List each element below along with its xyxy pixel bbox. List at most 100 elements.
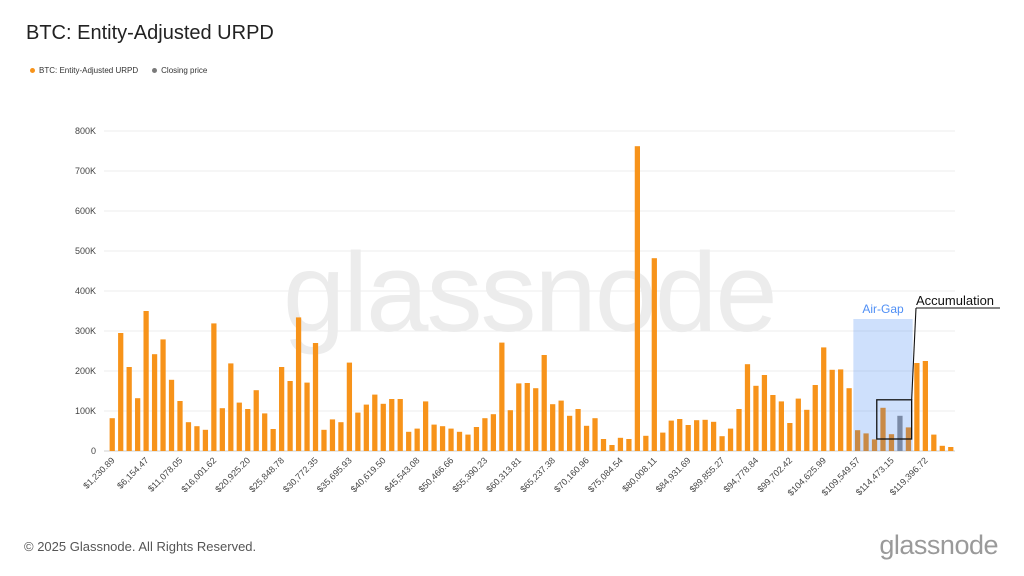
accumulation-label: Accumulation: [916, 293, 994, 308]
x-tick-label: $89,855.27: [688, 455, 727, 494]
bar: [245, 409, 251, 451]
chart-legend: BTC: Entity-Adjusted URPD Closing price: [30, 66, 207, 75]
x-tick-label: $16,001.62: [179, 455, 218, 494]
legend-item-closing-price[interactable]: Closing price: [152, 66, 207, 75]
bar: [499, 342, 505, 451]
bar: [185, 422, 192, 451]
y-tick-label: 600K: [75, 206, 96, 216]
bar: [854, 430, 861, 451]
bar: [566, 415, 573, 451]
x-tick-label: $75,084.54: [586, 455, 625, 494]
y-tick-label: 500K: [75, 246, 96, 256]
bar: [710, 421, 717, 451]
bar: [329, 419, 336, 451]
x-tick-label: $40,619.50: [349, 455, 388, 494]
bar: [168, 379, 175, 451]
legend-dot-closing-price: [152, 68, 158, 73]
bar: [575, 409, 581, 451]
bar: [600, 439, 607, 451]
x-tick-label: $30,772.35: [281, 455, 320, 494]
y-tick-label: 800K: [75, 126, 96, 136]
y-tick-label: 200K: [75, 366, 96, 376]
x-tick-label: $50,466.66: [417, 455, 456, 494]
bar: [795, 398, 801, 451]
bar: [694, 420, 700, 451]
bar: [846, 388, 852, 451]
bar: [533, 388, 539, 451]
bar: [643, 435, 649, 451]
bar: [194, 426, 200, 451]
bar: [431, 424, 437, 451]
y-tick-label: 300K: [75, 326, 96, 336]
bar: [422, 401, 429, 451]
bar: [541, 355, 547, 451]
bar: [871, 439, 878, 451]
bar: [863, 433, 869, 451]
bar: [279, 367, 285, 451]
x-tick-label: $60,313.81: [484, 455, 523, 494]
bar: [829, 369, 835, 451]
bar: [939, 445, 945, 451]
legend-dot-urpd: [30, 68, 35, 73]
bar: [609, 445, 615, 451]
bar: [583, 425, 590, 451]
y-tick-label: 400K: [75, 286, 96, 296]
bar: [262, 413, 268, 451]
bar: [160, 339, 166, 451]
bar: [677, 419, 683, 451]
bar: [346, 362, 353, 451]
bar: [558, 400, 564, 451]
bar: [414, 428, 420, 451]
bar: [135, 398, 141, 451]
bar: [634, 146, 641, 451]
bar: [219, 408, 225, 451]
bar: [668, 420, 674, 451]
bar: [236, 402, 242, 451]
bar: [550, 404, 556, 451]
bar: [126, 367, 132, 451]
bar: [380, 403, 386, 451]
bar: [456, 431, 463, 451]
y-tick-label: 100K: [75, 406, 96, 416]
x-tick-label: $35,695.93: [315, 455, 354, 494]
x-tick-label: $6,154.47: [115, 455, 150, 490]
bar: [727, 428, 734, 451]
bar: [617, 437, 624, 451]
x-tick-label: $1,230.89: [81, 455, 116, 490]
bar: [143, 311, 149, 451]
copyright-footer: © 2025 Glassnode. All Rights Reserved.: [24, 539, 257, 554]
bar: [821, 347, 827, 451]
x-tick-label: $84,931.69: [654, 455, 693, 494]
bar: [626, 439, 632, 451]
bar: [524, 383, 530, 451]
bar: [202, 429, 209, 451]
bar: [651, 258, 657, 451]
air-gap-label: Air-Gap: [862, 302, 904, 316]
accumulation-callout-line: [911, 307, 917, 400]
legend-label-urpd: BTC: Entity-Adjusted URPD: [39, 66, 139, 75]
y-tick-label: 0: [91, 446, 96, 456]
legend-label-closing-price: Closing price: [161, 66, 208, 75]
x-tick-label: $45,543.08: [383, 455, 422, 494]
bar: [312, 343, 319, 451]
bar: [109, 418, 115, 451]
bar: [838, 369, 844, 451]
bar: [592, 418, 598, 451]
x-tick-label: $80,008.11: [620, 455, 658, 493]
bar: [439, 426, 446, 451]
chart-title: BTC: Entity-Adjusted URPD: [26, 22, 274, 44]
legend-item-urpd[interactable]: BTC: Entity-Adjusted URPD: [30, 66, 138, 75]
bar: [397, 399, 403, 451]
bar: [118, 333, 124, 451]
bar: [931, 434, 937, 451]
bar: [812, 385, 818, 451]
x-tick-label: $70,160.96: [552, 455, 591, 494]
bar: [880, 407, 886, 451]
bar: [719, 436, 725, 451]
bar: [948, 447, 954, 451]
bar: [922, 361, 928, 451]
bar: [914, 363, 920, 451]
bar: [702, 419, 708, 451]
bar: [473, 427, 480, 451]
